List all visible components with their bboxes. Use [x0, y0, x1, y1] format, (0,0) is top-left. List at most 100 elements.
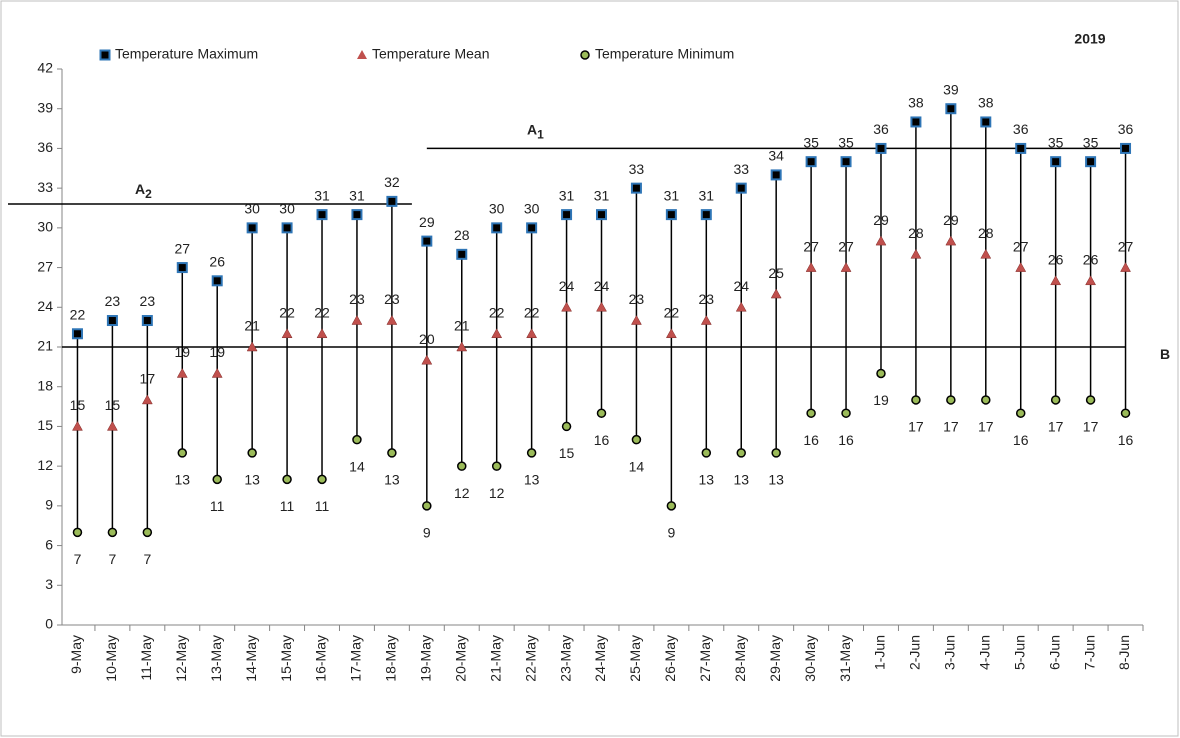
data-label: 7 [74, 551, 82, 567]
x-tick-label: 3-Jun [942, 635, 958, 670]
data-label: 17 [978, 419, 994, 435]
marker-triangle [211, 367, 223, 378]
marker-circle [212, 474, 222, 485]
marker-circle [596, 408, 607, 418]
data-label: 23 [699, 291, 715, 307]
data-label: 16 [594, 432, 610, 448]
data-label: 25 [768, 265, 784, 281]
data-label: 23 [105, 293, 121, 309]
marker-triangle [72, 420, 83, 431]
data-label: 35 [803, 134, 819, 150]
marker-triangle [561, 301, 572, 312]
x-tick-label: 9-May [68, 635, 84, 674]
legend-label: Temperature Maximum [115, 46, 258, 62]
data-label: 33 [629, 161, 645, 177]
data-label: 16 [838, 432, 854, 448]
marker-circle [107, 527, 118, 538]
marker-square [1015, 142, 1027, 154]
data-label: 31 [699, 187, 715, 203]
data-label: 31 [594, 187, 610, 203]
data-label: 31 [349, 187, 365, 203]
x-tick-label: 14-May [243, 635, 259, 682]
legend-swatch [580, 50, 590, 60]
marker-square [561, 209, 573, 221]
x-tick-label: 21-May [487, 635, 503, 682]
y-tick-label: 36 [37, 139, 53, 155]
marker-square [980, 116, 992, 128]
marker-square [281, 222, 293, 234]
marker-circle [142, 527, 153, 538]
data-label: 31 [664, 187, 680, 203]
x-tick-label: 22-May [522, 635, 538, 682]
data-label: 33 [733, 161, 749, 177]
data-label: 11 [280, 498, 295, 514]
y-tick-label: 6 [45, 536, 53, 552]
reference-label-subscript: 2 [145, 187, 152, 201]
data-label: 27 [803, 238, 819, 254]
marker-circle [72, 527, 83, 538]
marker-triangle [141, 394, 153, 405]
x-tick-label: 28-May [732, 635, 748, 682]
marker-triangle [526, 328, 538, 339]
x-tick-label: 20-May [452, 635, 468, 682]
x-tick-label: 30-May [802, 635, 818, 682]
marker-circle [631, 434, 642, 445]
data-label: 7 [143, 551, 151, 567]
marker-circle [771, 448, 781, 458]
data-label: 16 [1013, 432, 1029, 448]
data-label: 23 [384, 291, 400, 307]
data-label: 16 [1118, 432, 1134, 448]
data-label: 15 [105, 397, 121, 413]
marker-square [246, 222, 258, 234]
data-label: 22 [664, 304, 680, 320]
marker-square [316, 209, 328, 221]
marker-triangle [281, 328, 293, 339]
data-label: 29 [419, 214, 435, 230]
marker-square [1050, 156, 1062, 168]
x-tick-label: 31-May [837, 635, 853, 682]
data-label: 9 [423, 525, 431, 541]
marker-triangle [1015, 262, 1027, 272]
y-tick-label: 24 [37, 298, 53, 314]
marker-square [491, 222, 503, 234]
marker-circle [981, 395, 991, 405]
marker-circle [561, 421, 572, 432]
data-label: 27 [838, 238, 854, 254]
data-label: 26 [209, 254, 225, 270]
data-label: 22 [489, 304, 505, 320]
marker-circle [1015, 408, 1026, 418]
x-tick-label: 16-May [313, 635, 329, 682]
data-label: 36 [873, 121, 889, 137]
marker-triangle [805, 262, 817, 272]
x-tick-label: 29-May [767, 635, 783, 682]
data-label: 15 [70, 397, 86, 413]
data-label: 14 [349, 458, 365, 474]
data-label: 13 [699, 472, 715, 488]
marker-square [630, 182, 642, 194]
x-tick-label: 11-May [138, 635, 154, 681]
y-tick-label: 9 [45, 497, 53, 513]
reference-label-text: A [135, 181, 145, 197]
data-label: 36 [1013, 121, 1029, 137]
y-tick-label: 39 [37, 99, 53, 115]
marker-square [211, 275, 223, 287]
data-label: 27 [1013, 238, 1029, 254]
data-label: 27 [1118, 238, 1134, 254]
marker-circle [247, 448, 257, 458]
marker-triangle [945, 235, 957, 246]
data-label: 13 [524, 472, 540, 488]
data-label: 30 [244, 201, 260, 217]
marker-square [805, 156, 817, 168]
marker-circle [806, 408, 816, 418]
data-label: 23 [629, 291, 645, 307]
marker-circle [317, 474, 327, 485]
legend-label: Temperature Mean [372, 46, 490, 62]
marker-triangle [456, 341, 468, 352]
marker-square [910, 116, 922, 128]
x-tick-label: 17-May [348, 635, 364, 682]
data-label: 35 [838, 134, 854, 150]
data-label: 13 [244, 472, 260, 488]
data-label: 9 [667, 525, 675, 541]
